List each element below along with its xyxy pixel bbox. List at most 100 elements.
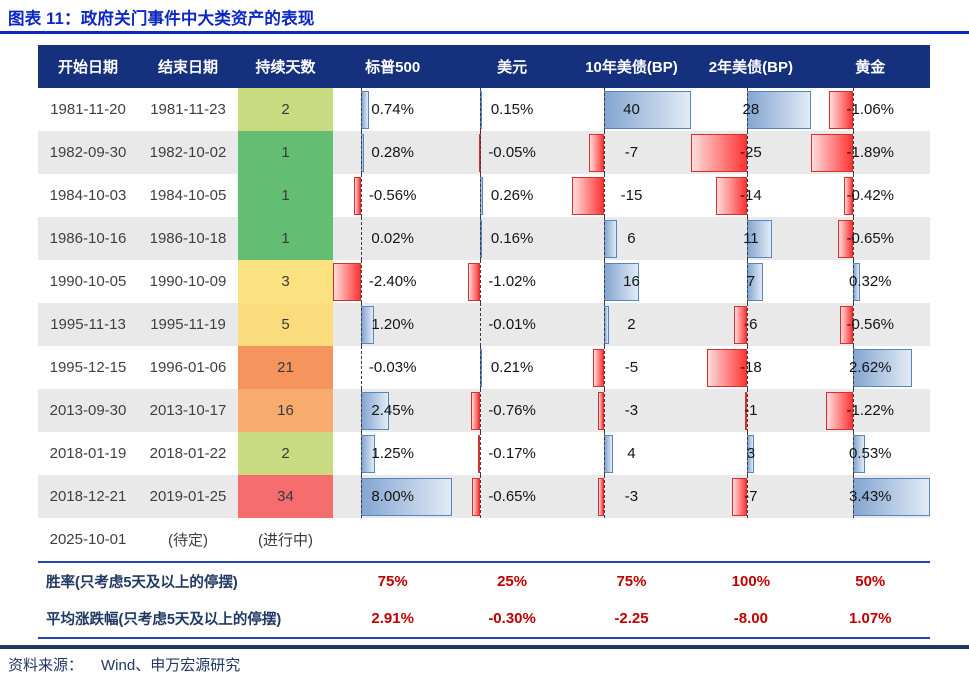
value-label: -18 [740,359,762,376]
data-bar [825,391,853,430]
cell-usd: -0.76% [452,389,571,432]
zero-axis-line [747,389,749,432]
cell-ust10y: -15 [571,174,691,217]
data-bar [477,434,480,473]
value-label: -0.65% [846,230,895,247]
zero-axis-line [747,131,749,174]
cell-usd: 0.26% [452,174,571,217]
table-row: 1986-10-16 1986-10-18 1 0.02% 0.16% 6 11 -0.65% [38,217,930,260]
value-label: 2.45% [371,402,414,419]
cell-start-date: 2025-10-01 [49,531,127,548]
cell-gold: 3.43% [811,475,930,518]
cell-gold: -0.65% [811,217,930,260]
value-label: 2 [627,316,636,333]
zero-axis-line [852,346,854,389]
value-label: 0.21% [490,359,534,376]
value-label: -25 [740,144,762,161]
value-label: 0.32% [848,273,892,290]
cell-ust10y: 6 [572,217,691,260]
duration-heatmap-cell: 16 [238,389,333,432]
value-label: 28 [742,101,760,118]
value-label: -0.03% [368,359,417,376]
value-label: 3.43% [848,488,892,505]
cell-start-date: 1995-12-15 [49,359,127,376]
value-label: -0.42% [846,187,895,204]
cell-ust2y: -25 [691,131,810,174]
summary-value-gold: 50% [855,573,886,590]
cell-duration: (进行中) [258,532,313,549]
cell-usd: -0.01% [452,303,571,346]
zero-axis-line [747,217,749,260]
zero-axis-line [360,432,362,475]
cell-usd: 0.16% [452,217,571,260]
value-label: -1.89% [846,144,895,161]
zero-axis-line [360,217,362,260]
summary-row-avg-change: 平均涨跌幅(只考虑5天及以上的停摆) 2.91% -0.30% -2.25 -8… [38,600,930,637]
value-label: -0.01% [488,316,536,333]
duration-heatmap-cell: 3 [238,260,333,303]
header-cell-gold: 黄金 [855,59,886,76]
cell-end-date: 1990-10-09 [149,273,227,290]
value-label: -0.56% [846,316,895,333]
value-label: 0.53% [848,445,892,462]
value-label: -0.05% [488,144,536,161]
data-bar [604,434,613,473]
cell-ust2y: 3 [691,432,810,475]
pending-row: 2025-10-01 (待定) (进行中) [38,518,930,561]
zero-axis-line [360,346,362,389]
cell-usd: 0.15% [452,88,571,131]
zero-axis-line [747,303,749,346]
cell-ust2y: -7 [691,475,810,518]
table-row: 1995-11-13 1995-11-19 5 1.20% -0.01% 2 -6 -0.56… [38,303,930,346]
data-bar [597,477,605,516]
table-row: 1995-12-15 1996-01-06 21 -0.03% 0.21% -5 -18 2.… [38,346,930,389]
zero-axis-line [604,475,606,518]
cell-end-date: 1984-10-05 [149,187,227,204]
cell-end-date: 1995-11-19 [150,316,226,333]
table-header-row: 开始日期 结束日期 持续天数 标普500 美元 10年美债(BP) 2年美债(B… [38,45,930,88]
cell-usd-empty [452,518,571,561]
bottom-rule [0,645,969,649]
cell-gold-empty [811,518,930,561]
zero-axis-line [604,131,606,174]
data-bar [843,176,853,215]
cell-ust10y: 16 [572,260,691,303]
cell-ust2y: 7 [691,260,810,303]
value-label: 1.25% [371,445,414,462]
table-body: 1981-11-20 1981-11-23 2 0.74% 0.15% 40 28 -1.06… [38,88,930,518]
zero-axis-line [360,475,362,518]
value-label: 6 [627,230,636,247]
cell-end-date: 2013-10-17 [149,402,227,419]
data-bar [333,262,361,301]
data-bar [706,348,748,387]
cell-sp500: 8.00% [333,475,453,518]
value-label: -1.06% [846,101,895,118]
cell-sp500: -0.56% [333,174,452,217]
zero-axis-line [604,260,606,303]
cell-ust10y: 4 [572,432,691,475]
summary-label: 平均涨跌幅(只考虑5天及以上的停摆) [46,612,282,628]
zero-axis-line [747,174,749,217]
value-label: 0.26% [490,187,534,204]
cell-sp500: 0.28% [333,131,452,174]
zero-axis-line [604,88,606,131]
zero-axis-line [479,131,481,174]
header-cell-sp500: 标普500 [365,59,421,76]
cell-ust10y: -5 [572,346,691,389]
header-cell-start-date: 开始日期 [57,59,118,76]
zero-axis-line [852,174,854,217]
data-bar [715,176,748,215]
value-label: -3 [624,402,639,419]
cell-ust2y: -1 [691,389,810,432]
data-bar [691,133,748,172]
value-label: 0.28% [371,144,414,161]
zero-axis-line [852,303,854,346]
value-label: -0.17% [488,445,536,462]
cell-usd: 0.21% [452,346,571,389]
value-label: 0.15% [490,101,534,118]
zero-axis-line [747,346,749,389]
cell-end-date: 2019-01-25 [149,488,227,505]
zero-axis-line [852,260,854,303]
zero-axis-line [479,346,481,389]
data-bar [604,219,618,258]
